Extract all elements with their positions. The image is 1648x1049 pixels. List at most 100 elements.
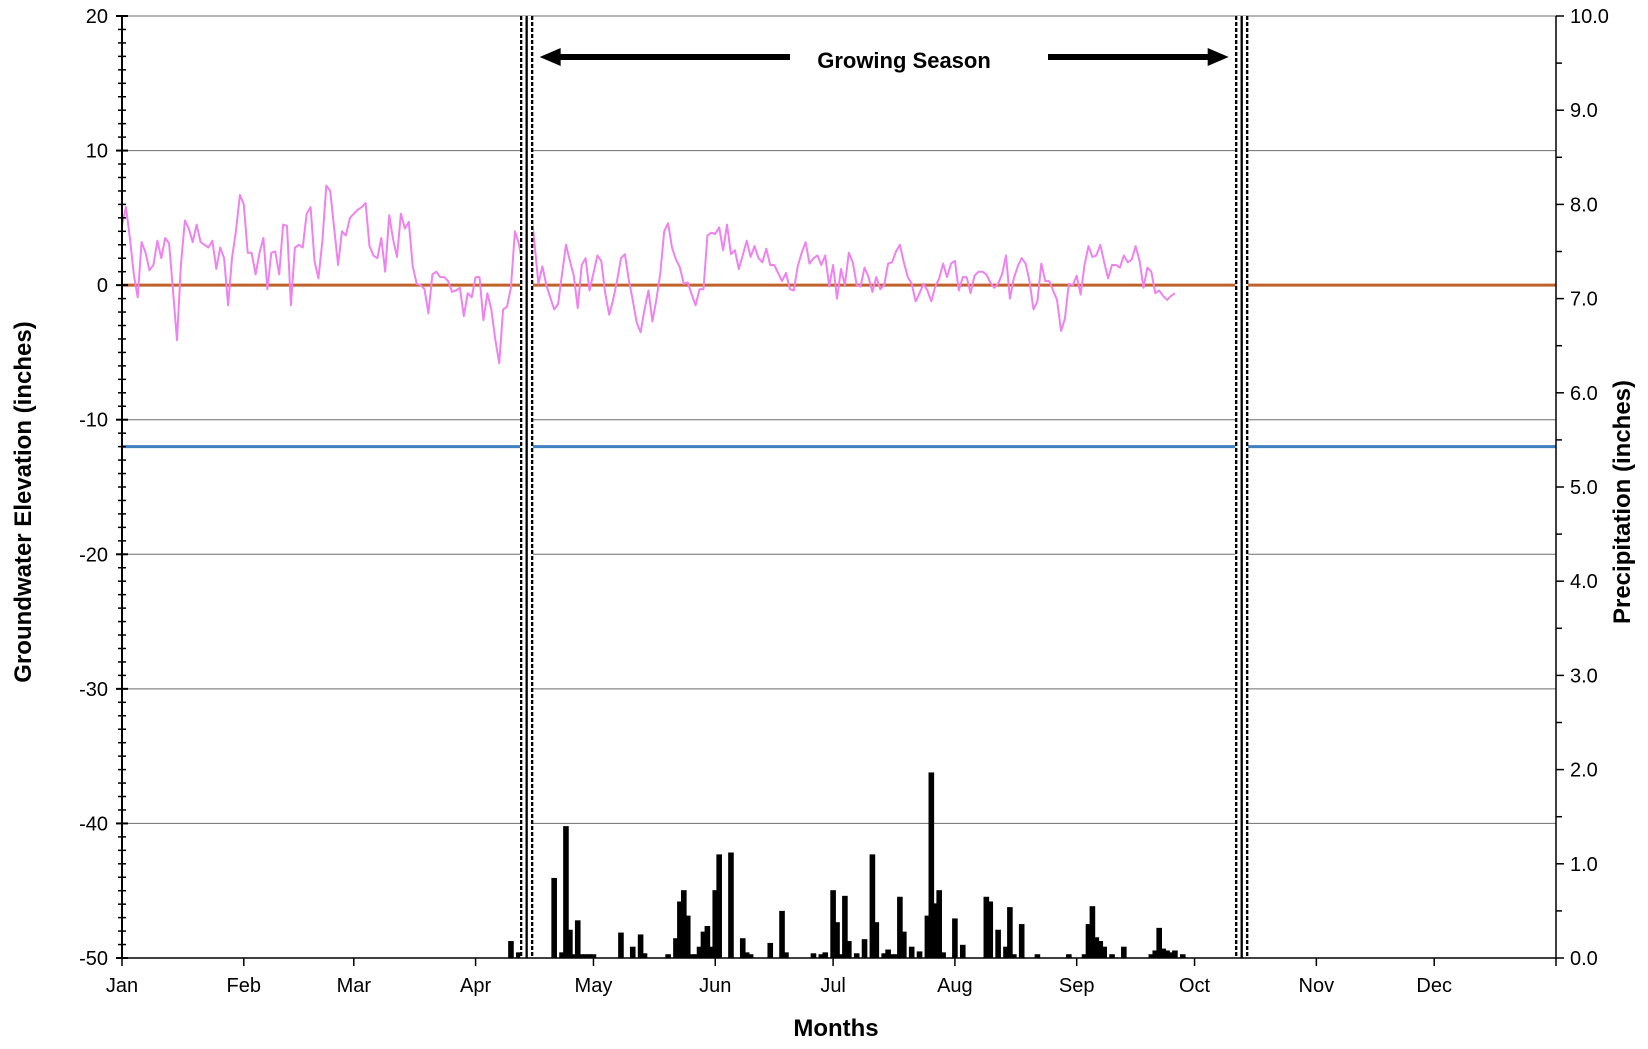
precipitation-bar (846, 941, 852, 958)
y2-tick-label: 8.0 (1570, 194, 1598, 216)
precipitation-bar (586, 954, 593, 958)
precipitation-bar (728, 852, 734, 958)
precipitation-bar (1172, 950, 1178, 958)
x-tick-label: Dec (1416, 975, 1452, 997)
precipitation-bar (563, 826, 569, 958)
y-tick-label: 0 (97, 275, 108, 297)
precipitation-bar (673, 938, 679, 958)
x-tick-label: Jan (106, 975, 138, 997)
precipitation-bar (783, 952, 789, 958)
precipitation-bar (869, 854, 876, 958)
precipitation-bar (747, 954, 754, 958)
precipitation-bar (936, 890, 942, 958)
x-tick-label: Apr (460, 975, 491, 997)
y2-tick-label: 1.0 (1570, 854, 1598, 876)
precipitation-bar (684, 915, 691, 958)
season-arrow-left-head (539, 48, 561, 66)
gridlines (122, 15, 1556, 959)
precipitation-bar (885, 949, 891, 958)
precipitation-bar (1066, 954, 1072, 958)
precipitation-bar (1101, 946, 1107, 958)
x-tick-label: Aug (937, 975, 973, 997)
precipitation-bar (508, 941, 514, 958)
x-tick-label: Jul (820, 975, 846, 997)
precipitation-bar (1168, 952, 1174, 958)
y2-tick-label: 5.0 (1570, 477, 1598, 499)
precipitation-bar (574, 920, 581, 958)
precipitation-bar (1148, 954, 1155, 958)
precipitation-bar (743, 952, 750, 958)
precipitation-bar (700, 931, 707, 958)
precipitation-bar (582, 954, 589, 958)
precipitation-bar (1085, 924, 1092, 958)
precipitation-bar (893, 954, 899, 958)
precipitation-bar (908, 946, 915, 958)
precipitation-bar (1081, 954, 1088, 958)
precipitation-bar (959, 944, 966, 958)
precipitation-bar (629, 946, 636, 958)
precipitation-bar (578, 954, 585, 958)
y2-tick-label: 0.0 (1570, 948, 1598, 970)
y-tick-label: -30 (79, 679, 108, 701)
precipitation-bar (1097, 941, 1104, 958)
season-arrow-right-head (1207, 48, 1229, 66)
y-tick-label: -20 (79, 544, 108, 566)
precipitation-bar (932, 903, 939, 958)
precipitation-bar (1093, 937, 1100, 958)
y2-tick-label: 9.0 (1570, 100, 1598, 122)
precipitation-bar (559, 952, 565, 958)
y-axis-title: Groundwater Elevation (inches) (10, 321, 37, 682)
x-tick-label: Sep (1059, 975, 1095, 997)
precipitation-bar (712, 890, 719, 958)
precipitation-bar (881, 953, 887, 958)
precipitation-bar (1003, 946, 1009, 958)
groundwater-series-line (121, 184, 1176, 365)
precipitation-bar (897, 896, 903, 958)
precipitation-bar (1089, 906, 1096, 958)
x-tick-label: Jun (699, 975, 731, 997)
axes (116, 15, 1564, 966)
precipitation-bar (1156, 927, 1162, 958)
precipitation-bar (767, 942, 774, 958)
precipitation-bar (708, 946, 715, 958)
y-tick-label: 20 (86, 6, 108, 28)
precipitation-bar (873, 922, 880, 958)
precipitation-bar (940, 952, 946, 958)
reference-lines (122, 283, 1556, 449)
precipitation-bar (779, 910, 785, 958)
precipitation-bar (924, 915, 931, 958)
precipitation-bar (838, 954, 844, 958)
precipitation-bars (508, 772, 1186, 958)
y-tick-label: -40 (79, 813, 108, 835)
precipitation-bar (830, 890, 836, 958)
precipitation-bar (928, 772, 935, 958)
y2-tick-label: 6.0 (1570, 383, 1598, 405)
x-axis-title: Months (793, 1015, 878, 1042)
precipitation-bar (1109, 954, 1115, 958)
precipitation-bar (637, 934, 644, 958)
precipitation-bar (571, 954, 577, 958)
precipitation-bar (983, 896, 990, 958)
y-tick-label: -50 (79, 948, 108, 970)
precipitation-bar (567, 929, 573, 958)
groundwater-line (121, 184, 1176, 365)
growing-season-markers (520, 16, 1249, 958)
precipitation-bar (822, 952, 829, 958)
precipitation-bar (810, 953, 817, 958)
precipitation-bar (889, 954, 895, 958)
precipitation-bar (861, 939, 868, 958)
precipitation-bar (516, 952, 522, 958)
precipitation-bar (818, 954, 825, 958)
precipitation-bar (1034, 954, 1041, 958)
tick-labels: 20 10 0 -10 -20 -30 -40 -50 10.0 9.0 8.0 7.0 6.0 5.0 4… (79, 6, 1609, 997)
precipitation-bar (1179, 954, 1186, 958)
precipitation-bar (739, 938, 746, 958)
y2-axis-title: Precipitation (inches) (1609, 380, 1636, 624)
precipitation-bar (1164, 950, 1170, 958)
precipitation-bar (1018, 924, 1025, 958)
precipitation-bar (1007, 907, 1013, 958)
precipitation-bar (681, 890, 687, 958)
precipitation-bar (696, 946, 703, 958)
